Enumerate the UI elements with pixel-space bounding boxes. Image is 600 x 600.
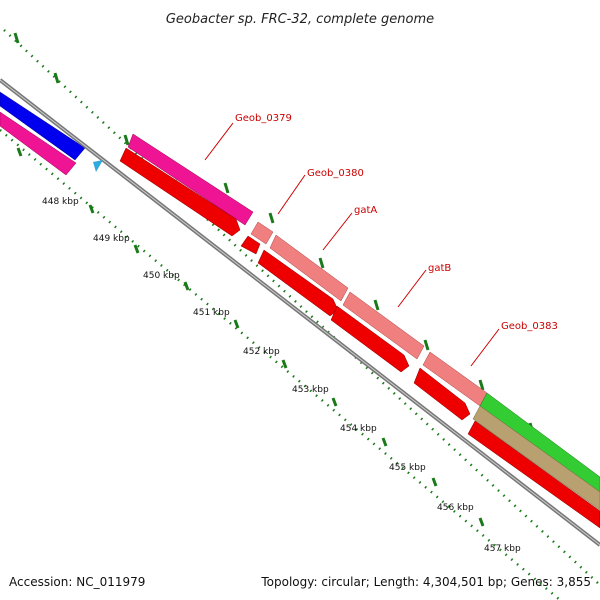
gene-gatb-red <box>330 305 410 373</box>
magenta-feature-left <box>0 111 77 176</box>
gene-gata-pink <box>269 234 349 302</box>
kbp-label: 457 kbp <box>484 544 521 554</box>
gene-label-connectors <box>204 122 500 367</box>
gene-tracks <box>119 133 600 529</box>
gene-gatb-pink <box>342 291 425 360</box>
kbp-label: 454 kbp <box>340 424 377 434</box>
genome-backbone-highlight <box>0 79 600 546</box>
kbp-label: 452 kbp <box>243 347 280 357</box>
accession-text: Accession: NC_011979 <box>9 575 145 589</box>
kbp-label: 450 kbp <box>143 271 180 281</box>
kbp-label: 456 kbp <box>437 503 474 513</box>
genome-summary-text: Topology: circular; Length: 4,304,501 bp… <box>260 575 591 589</box>
green-feature-right <box>479 392 600 493</box>
inner-tick-ring <box>0 129 561 600</box>
gene-label-geob0380: Geob_0380 <box>307 168 364 179</box>
gene-label-gata: gatA <box>354 205 377 216</box>
gene-geob0380-pink <box>250 221 274 245</box>
gene-geob0380-red <box>240 235 261 255</box>
gene-label-gatb: gatB <box>428 263 451 274</box>
kbp-label: 455 kbp <box>389 463 426 473</box>
gene-geob0379-red <box>119 147 241 237</box>
kbp-label: 448 kbp <box>42 197 79 207</box>
gene-label-geob0379: Geob_0379 <box>235 113 292 124</box>
red-feature-right <box>467 420 600 529</box>
cyan-arrow-marker <box>93 160 103 172</box>
outer-major-ticks <box>13 32 535 434</box>
outer-tick-ring <box>3 29 600 586</box>
olive-feature-right <box>472 405 600 511</box>
kbp-label: 449 kbp <box>93 234 130 244</box>
kbp-label: 453 kbp <box>292 385 329 395</box>
gene-geob0379-cds <box>127 133 254 226</box>
map-title: Geobacter sp. FRC-32, complete genome <box>166 12 434 27</box>
kbp-label: 451 kbp <box>193 308 230 318</box>
blue-feature-left <box>0 91 86 161</box>
inner-major-ticks <box>16 147 485 527</box>
gene-label-geob0383: Geob_0383 <box>501 321 558 332</box>
gene-geob0383-red <box>413 367 471 421</box>
